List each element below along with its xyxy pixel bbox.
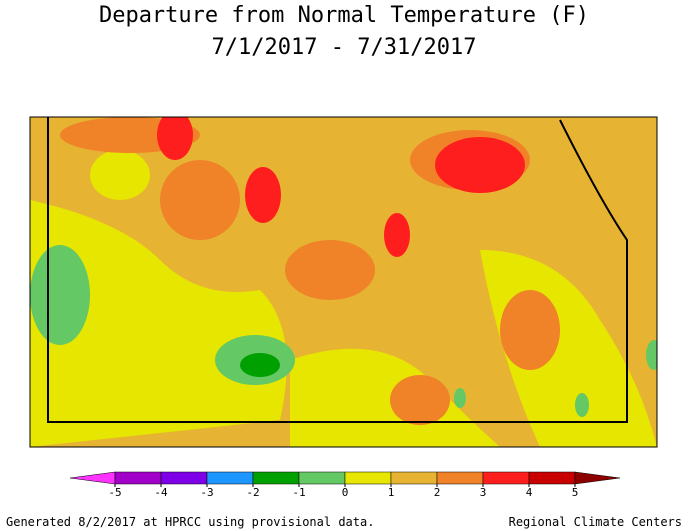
region — [435, 137, 525, 193]
title: Departure from Normal Temperature (F) — [99, 3, 589, 28]
legend-tick-label: -5 — [108, 486, 121, 499]
region — [90, 150, 150, 200]
region — [157, 117, 193, 160]
legend-tick-label: -2 — [246, 486, 259, 499]
region — [454, 388, 466, 408]
region — [646, 340, 657, 370]
legend-tick-label: -1 — [292, 486, 305, 499]
region — [160, 160, 240, 240]
map — [29, 116, 658, 448]
footer-left: Generated 8/2/2017 at HPRCC using provis… — [6, 515, 374, 529]
legend-bin — [206, 471, 254, 485]
region — [245, 167, 281, 223]
region — [575, 393, 589, 417]
legend-bin — [114, 471, 162, 485]
legend-bin — [252, 471, 300, 485]
legend-tick-label: 1 — [388, 486, 395, 499]
legend-under — [69, 471, 116, 485]
state-border — [47, 117, 628, 423]
region — [240, 353, 280, 377]
subtitle: 7/1/2017 - 7/31/2017 — [212, 35, 477, 60]
legend-bin — [528, 471, 576, 485]
footer-right: Regional Climate Centers — [509, 515, 682, 529]
region — [500, 290, 560, 370]
region — [285, 240, 375, 300]
map-frame — [29, 116, 658, 448]
legend-bin — [344, 471, 392, 485]
legend-tick-label: 3 — [480, 486, 487, 499]
legend-bin — [482, 471, 530, 485]
legend-bin — [390, 471, 438, 485]
legend-tick-label: 4 — [526, 486, 533, 499]
region — [390, 375, 450, 425]
region — [30, 245, 90, 345]
legend-tick-label: 0 — [342, 486, 349, 499]
legend-bin — [298, 471, 346, 485]
legend-tick-label: 5 — [572, 486, 579, 499]
legend-bin — [436, 471, 484, 485]
legend-tick-label: -3 — [200, 486, 213, 499]
legend-tick-label: -4 — [154, 486, 168, 499]
region — [30, 200, 287, 447]
legend-over — [574, 471, 621, 485]
legend-bin — [160, 471, 208, 485]
legend: -5 -4 -3 -2 -1 0 1 2 3 4 5 — [69, 471, 621, 499]
legend-tick-label: 2 — [434, 486, 441, 499]
region — [384, 213, 410, 257]
